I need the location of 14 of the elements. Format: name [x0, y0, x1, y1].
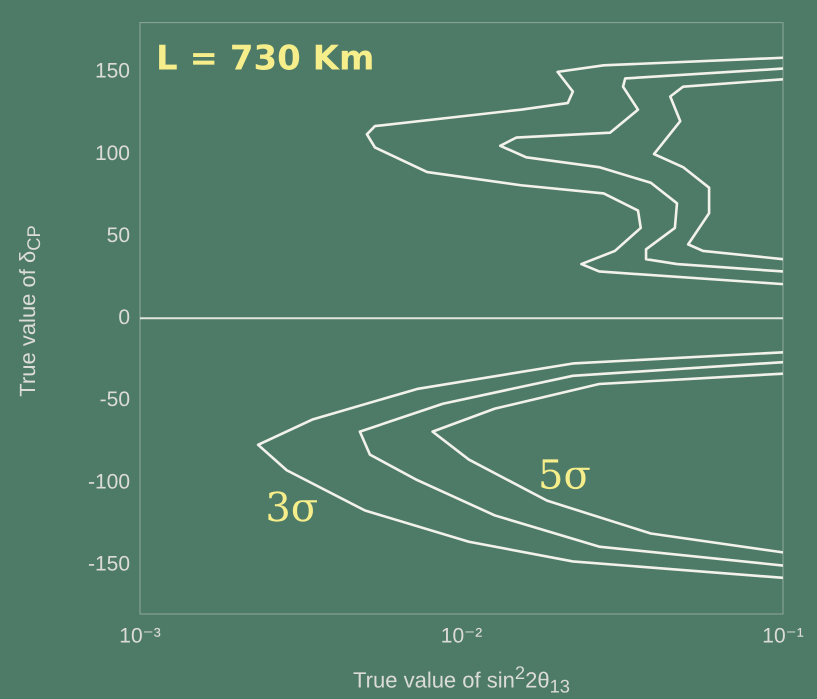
y-tick-label: -50	[100, 388, 130, 412]
x-axis-title: True value of sin$^{2}$2θ$_{13}$	[352, 662, 571, 698]
y-tick-label: 50	[106, 224, 130, 247]
y-tick-label: 150	[94, 60, 130, 83]
annotation: 5σ	[538, 452, 591, 498]
annotation: L = 730 Km	[156, 38, 374, 78]
y-tick-label: 100	[94, 142, 130, 165]
y-tick-label: 0	[118, 306, 130, 330]
x-tick-label: 10⁻¹	[762, 624, 804, 648]
annotation: 3σ	[265, 484, 318, 531]
y-tick-label: -150	[88, 552, 130, 576]
x-tick-label: 10⁻³	[119, 624, 161, 648]
y-tick-label: -100	[88, 470, 130, 494]
x-tick-label: 10⁻²	[440, 624, 482, 648]
